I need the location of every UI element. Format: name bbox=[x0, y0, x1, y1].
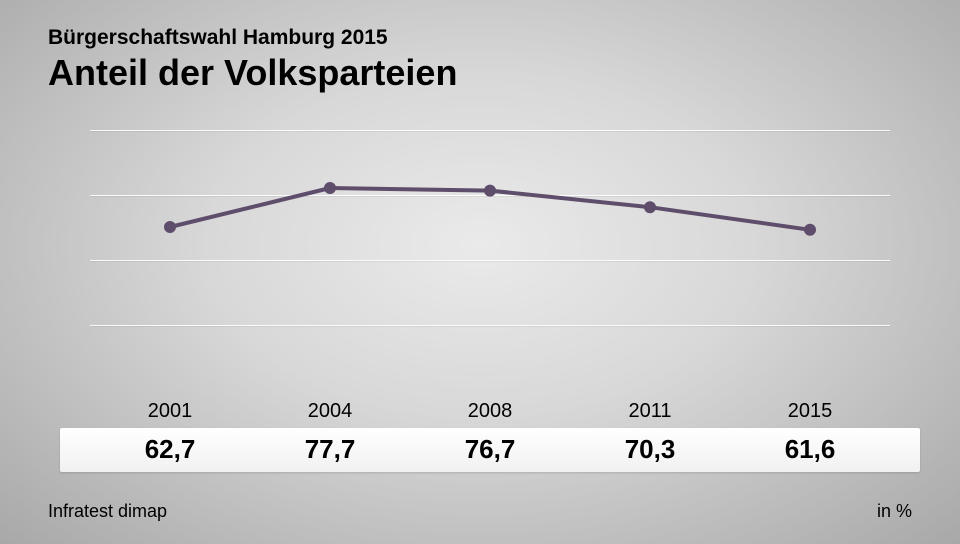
chart-plot-area bbox=[90, 130, 890, 390]
year-label: 2011 bbox=[570, 400, 730, 423]
chart-title: Anteil der Volksparteien bbox=[48, 52, 457, 94]
value-label: 76,7 bbox=[410, 434, 570, 465]
value-label: 70,3 bbox=[570, 434, 730, 465]
unit-label: in % bbox=[877, 501, 912, 522]
value-label: 62,7 bbox=[90, 434, 250, 465]
chart-subtitle: Bürgerschaftswahl Hamburg 2015 bbox=[48, 26, 388, 50]
year-label: 2001 bbox=[90, 400, 250, 423]
line-series bbox=[90, 130, 890, 390]
data-point-marker bbox=[485, 185, 496, 196]
series-markers bbox=[165, 183, 816, 236]
data-point-marker bbox=[805, 224, 816, 235]
data-point-marker bbox=[165, 222, 176, 233]
value-label: 77,7 bbox=[250, 434, 410, 465]
year-label: 2015 bbox=[730, 400, 890, 423]
x-axis-years: 2001 2004 2008 2011 2015 bbox=[90, 400, 890, 423]
data-point-marker bbox=[645, 202, 656, 213]
year-label: 2004 bbox=[250, 400, 410, 423]
value-label: 61,6 bbox=[730, 434, 890, 465]
value-labels-row: 62,7 77,7 76,7 70,3 61,6 bbox=[90, 434, 890, 465]
data-point-marker bbox=[325, 183, 336, 194]
year-label: 2008 bbox=[410, 400, 570, 423]
source-label: Infratest dimap bbox=[48, 501, 167, 522]
